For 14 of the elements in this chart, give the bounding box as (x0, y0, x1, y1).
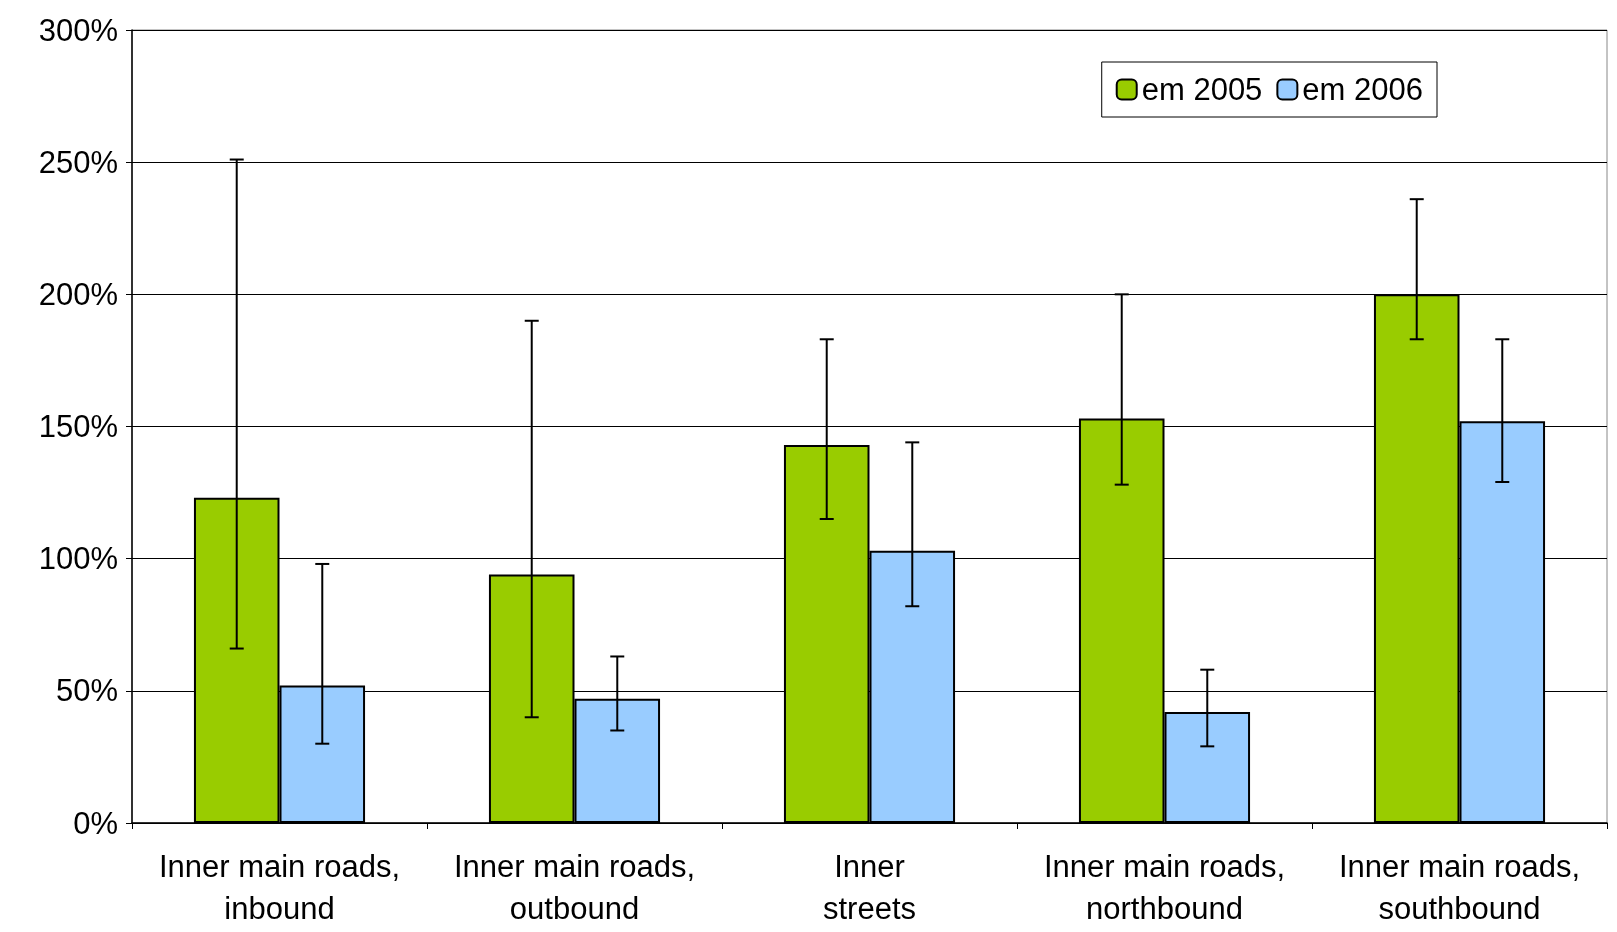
y-tick-label: 200% (38, 276, 118, 312)
legend-label: em 2006 (1302, 72, 1423, 107)
x-tick-label: Inner main roads, inbound (158, 848, 401, 926)
y-tick-label: 50% (55, 673, 118, 709)
y-tick-label: 250% (38, 144, 118, 180)
y-tick-label: 150% (38, 409, 118, 444)
y-tick-label: 0% (73, 805, 118, 841)
y-tick-label: 300% (38, 12, 118, 48)
y-tick-label: 100% (38, 541, 118, 577)
x-tick-label: Inner streets (822, 848, 917, 926)
legend-label: em 2005 (1141, 72, 1263, 107)
x-tick-label: Inner main roads, southbound (1338, 848, 1581, 926)
x-tick-label: Inner main roads, northbound (1043, 848, 1286, 926)
x-tick-label: Inner main roads, outbound (453, 848, 696, 926)
